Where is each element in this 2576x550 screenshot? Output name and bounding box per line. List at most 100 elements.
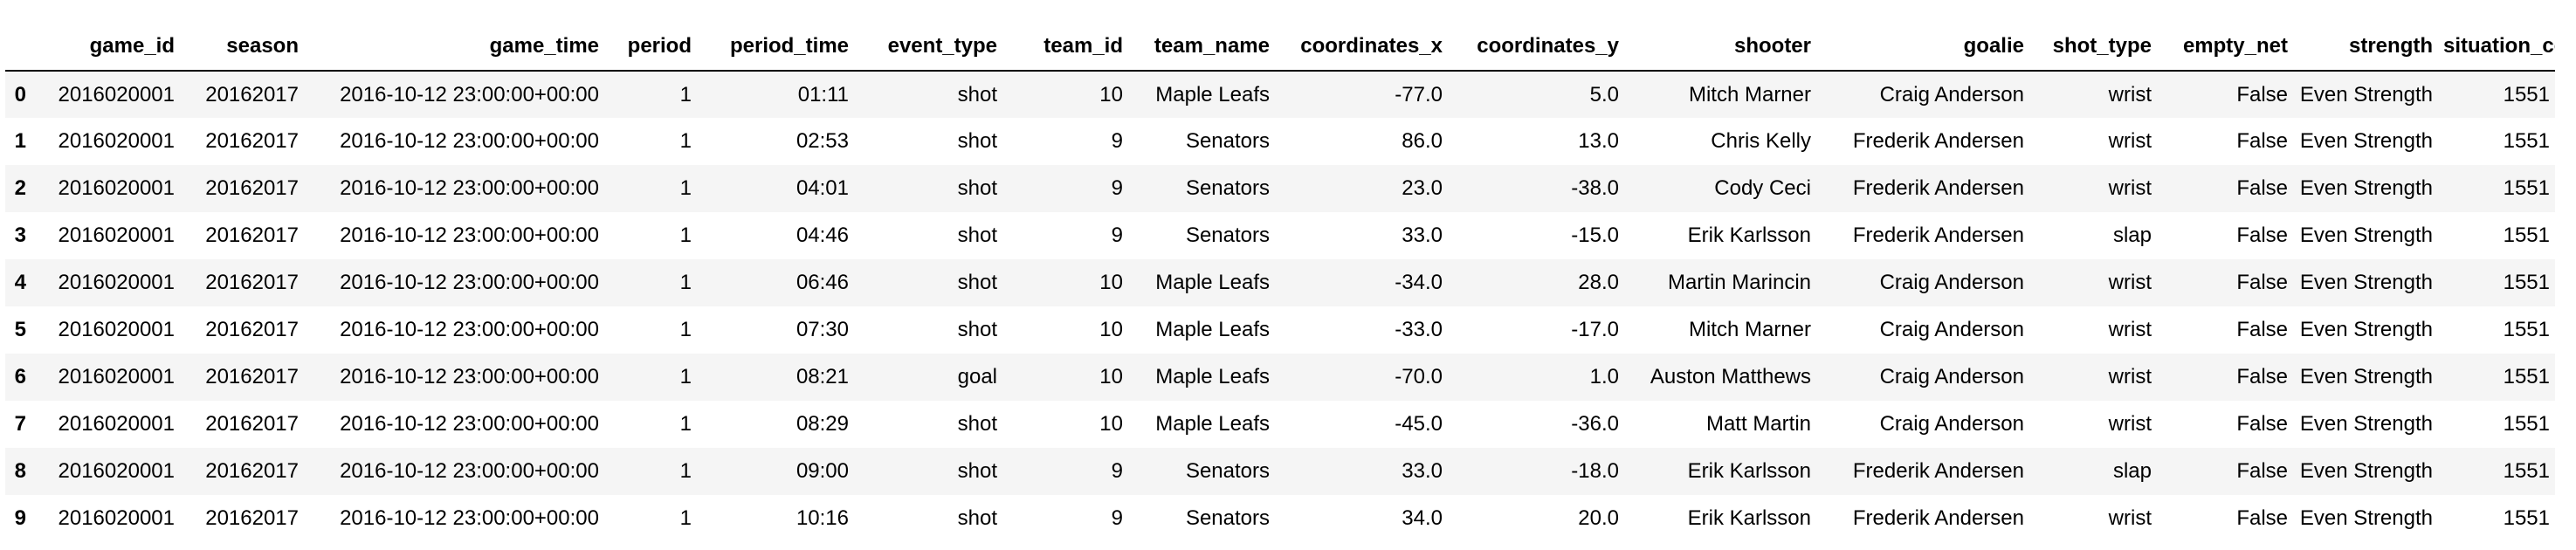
cell-coordinates-y: 13.0 <box>1578 129 1619 153</box>
cell-event-type: goal <box>957 365 997 388</box>
cell-goalie: Frederik Andersen <box>1852 129 2024 153</box>
cell-goalie: Frederik Andersen <box>1852 223 2024 247</box>
cell-shot-type: wrist <box>2108 365 2152 388</box>
column-header-situation-code: situation_code <box>2438 23 2555 72</box>
cell-coordinates-x: -33.0 <box>1395 318 1443 341</box>
cell-game-id: 2016020001 <box>58 365 175 388</box>
cell-goalie: Craig Anderson <box>1879 271 2024 294</box>
cell-strength: Even Strength <box>2299 506 2433 530</box>
cell-period: 1 <box>679 271 692 294</box>
cell-season: 20162017 <box>205 412 299 436</box>
cell-period: 1 <box>679 412 692 436</box>
cell-coordinates-y: 20.0 <box>1578 506 1619 530</box>
cell-period-time: 06:46 <box>796 271 849 294</box>
cell-coordinates-y: 28.0 <box>1578 271 1619 294</box>
cell-empty-net: False <box>2236 318 2288 341</box>
cell-event-type: shot <box>957 459 997 483</box>
index-header <box>5 23 31 72</box>
cell-period-time: 08:29 <box>796 412 849 436</box>
cell-coordinates-y: -38.0 <box>1571 176 1619 200</box>
column-header-coordinates-x: coordinates_x <box>1275 23 1448 72</box>
cell-team-id: 10 <box>1099 82 1123 107</box>
column-header-season: season <box>180 23 304 72</box>
cell-period: 1 <box>679 223 692 247</box>
cell-situation-code: 1551 <box>2503 82 2550 107</box>
cell-shooter: Auston Matthews <box>1650 365 1811 388</box>
cell-goalie: Frederik Andersen <box>1852 176 2024 200</box>
cell-season: 20162017 <box>205 271 299 294</box>
cell-event-type: shot <box>957 223 997 247</box>
cell-empty-net: False <box>2236 412 2288 436</box>
row-index: 1 <box>14 129 26 153</box>
cell-period: 1 <box>679 129 692 153</box>
cell-game-time: 2016-10-12 23:00:00+00:00 <box>340 365 599 388</box>
cell-game-id: 2016020001 <box>58 459 175 483</box>
cell-empty-net: False <box>2236 506 2288 530</box>
cell-coordinates-x: 34.0 <box>1402 506 1443 530</box>
cell-team-id: 10 <box>1099 271 1123 294</box>
cell-period-time: 10:16 <box>796 506 849 530</box>
cell-game-time: 2016-10-12 23:00:00+00:00 <box>340 82 599 107</box>
cell-goalie: Craig Anderson <box>1879 82 2024 107</box>
column-header-game-time: game_time <box>304 23 604 72</box>
cell-team-id: 9 <box>1111 176 1123 200</box>
cell-game-time: 2016-10-12 23:00:00+00:00 <box>340 506 599 530</box>
cell-empty-net: False <box>2236 176 2288 200</box>
table-row: 2 2016020001 20162017 2016-10-12 23:00:00+0… <box>5 165 2555 212</box>
cell-game-time: 2016-10-12 23:00:00+00:00 <box>340 271 599 294</box>
row-index: 0 <box>14 82 26 107</box>
header-row: game_id season game_time period period_time e… <box>5 23 2555 72</box>
cell-game-id: 2016020001 <box>58 176 175 200</box>
cell-strength: Even Strength <box>2299 176 2433 200</box>
cell-period: 1 <box>679 506 692 530</box>
cell-coordinates-y: -36.0 <box>1571 412 1619 436</box>
cell-situation-code: 1551 <box>2503 412 2550 436</box>
column-header-team-id: team_id <box>1002 23 1128 72</box>
cell-coordinates-x: -34.0 <box>1395 271 1443 294</box>
cell-game-time: 2016-10-12 23:00:00+00:00 <box>340 459 599 483</box>
cell-period: 1 <box>679 318 692 341</box>
cell-event-type: shot <box>957 271 997 294</box>
cell-situation-code: 1551 <box>2503 318 2550 341</box>
cell-season: 20162017 <box>205 318 299 341</box>
cell-period-time: 08:21 <box>796 365 849 388</box>
cell-game-id: 2016020001 <box>58 318 175 341</box>
cell-coordinates-y: -15.0 <box>1571 223 1619 247</box>
table-row: 6 2016020001 20162017 2016-10-12 23:00:00+0… <box>5 354 2555 401</box>
cell-shooter: Mitch Marner <box>1688 82 1811 107</box>
cell-period: 1 <box>679 459 692 483</box>
row-index: 4 <box>14 271 26 294</box>
cell-team-name: Senators <box>1185 506 1270 530</box>
cell-team-name: Senators <box>1185 459 1270 483</box>
cell-shooter: Erik Karlsson <box>1687 459 1811 483</box>
cell-empty-net: False <box>2236 365 2288 388</box>
cell-game-time: 2016-10-12 23:00:00+00:00 <box>340 223 599 247</box>
cell-team-id: 9 <box>1111 223 1123 247</box>
cell-strength: Even Strength <box>2299 129 2433 153</box>
column-header-event-type: event_type <box>854 23 1002 72</box>
cell-game-id: 2016020001 <box>58 412 175 436</box>
cell-team-name: Maple Leafs <box>1155 365 1270 388</box>
cell-shooter: Erik Karlsson <box>1687 223 1811 247</box>
column-header-period: period <box>604 23 697 72</box>
cell-coordinates-y: -18.0 <box>1571 459 1619 483</box>
cell-situation-code: 1551 <box>2503 459 2550 483</box>
column-header-game-id: game_id <box>31 23 180 72</box>
cell-shot-type: wrist <box>2108 271 2152 294</box>
cell-shooter: Matt Martin <box>1705 412 1811 436</box>
cell-coordinates-x: 86.0 <box>1402 129 1443 153</box>
cell-shot-type: wrist <box>2108 176 2152 200</box>
column-header-goalie: goalie <box>1816 23 2029 72</box>
cell-coordinates-x: -70.0 <box>1395 365 1443 388</box>
cell-empty-net: False <box>2236 129 2288 153</box>
column-header-team-name: team_name <box>1128 23 1275 72</box>
cell-strength: Even Strength <box>2299 223 2433 247</box>
cell-event-type: shot <box>957 82 997 107</box>
cell-team-id: 9 <box>1111 506 1123 530</box>
cell-situation-code: 1551 <box>2503 223 2550 247</box>
cell-strength: Even Strength <box>2299 459 2433 483</box>
table-row: 9 2016020001 20162017 2016-10-12 23:00:00+0… <box>5 495 2555 542</box>
cell-team-id: 10 <box>1099 365 1123 388</box>
table-row: 8 2016020001 20162017 2016-10-12 23:00:00+0… <box>5 448 2555 495</box>
table-header: game_id season game_time period period_time e… <box>5 23 2555 72</box>
